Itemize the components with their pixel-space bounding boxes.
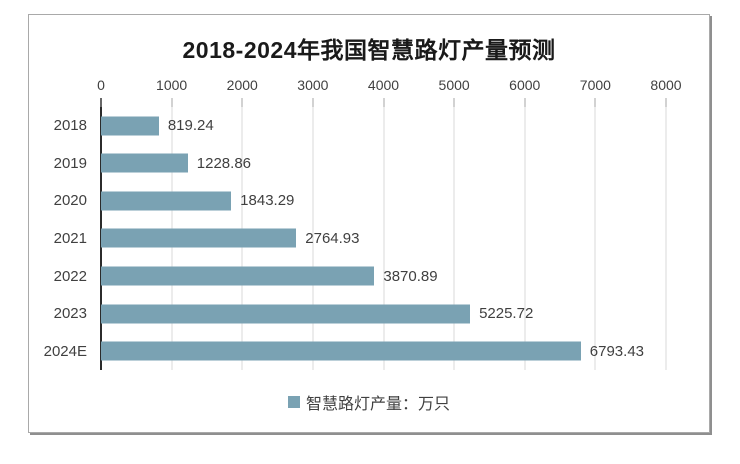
x-tick-mark bbox=[524, 98, 526, 107]
value-label: 3870.89 bbox=[383, 267, 438, 285]
legend: 智慧路灯产量：万只 bbox=[29, 390, 709, 414]
x-tick-label: 2000 bbox=[226, 77, 258, 93]
x-tick-label: 7000 bbox=[579, 77, 611, 93]
x-tick-mark bbox=[312, 98, 314, 107]
category-label: 2024E bbox=[43, 342, 87, 360]
gridline bbox=[524, 107, 526, 370]
value-label: 6793.43 bbox=[589, 342, 645, 360]
x-tick-label: 1000 bbox=[156, 77, 188, 93]
value-label: 5225.72 bbox=[479, 305, 534, 323]
chart-title: 2018-2024年我国智慧路灯产量预测 bbox=[182, 37, 556, 63]
plot-area: 2018 819.24 2019 1228.86 2020 1843.29 2021 2764… bbox=[44, 107, 667, 370]
value-label: 1843.29 bbox=[240, 192, 295, 210]
x-tick-mark bbox=[171, 98, 173, 107]
bar bbox=[101, 116, 159, 136]
x-tick-label: 0 bbox=[97, 77, 105, 93]
x-tick-label: 4000 bbox=[367, 77, 400, 93]
x-tick-mark bbox=[594, 98, 596, 107]
category-label: 2021 bbox=[53, 229, 87, 247]
bar bbox=[101, 304, 471, 324]
gridline bbox=[665, 107, 667, 370]
x-tick-label: 8000 bbox=[650, 77, 682, 93]
x-tick-mark bbox=[665, 98, 667, 107]
bar bbox=[101, 153, 188, 173]
bar-row: 2021 2764.93 bbox=[54, 220, 666, 258]
bar-row: 2020 1843.29 bbox=[54, 182, 666, 220]
category-label: 2020 bbox=[53, 192, 87, 210]
x-tick-mark bbox=[383, 98, 384, 107]
gridline bbox=[594, 107, 596, 370]
x-tick-mark bbox=[241, 98, 243, 107]
gridline bbox=[312, 107, 314, 370]
bar-row: 2018 819.24 bbox=[54, 107, 666, 145]
category-label: 2023 bbox=[53, 305, 87, 323]
gridline bbox=[383, 107, 384, 370]
bar bbox=[101, 191, 232, 211]
value-label: 2764.93 bbox=[305, 229, 360, 247]
bar-row: 2023 5225.72 bbox=[54, 295, 666, 333]
bar bbox=[101, 266, 375, 286]
x-tick-label: 6000 bbox=[509, 77, 541, 93]
x-tick-label: 3000 bbox=[297, 77, 329, 93]
chart-frame: 2018-2024年我国智慧路灯产量预测 2018 819.24 2019 1228.… bbox=[28, 14, 710, 433]
category-label: 2022 bbox=[53, 267, 87, 285]
x-tick-mark bbox=[100, 98, 102, 107]
x-tick-label: 5000 bbox=[438, 77, 470, 93]
bar bbox=[101, 228, 297, 248]
bar-row: 2019 1228.86 bbox=[54, 145, 666, 183]
value-label: 819.24 bbox=[167, 117, 214, 135]
bar-row: 2022 3870.89 bbox=[54, 257, 666, 295]
legend-label: 智慧路灯产量：万只 bbox=[305, 396, 450, 413]
bar bbox=[101, 341, 581, 361]
category-label: 2018 bbox=[53, 117, 87, 135]
category-label: 2019 bbox=[53, 154, 87, 172]
bar-row: 2024E 6793.43 bbox=[44, 332, 666, 370]
value-label: 1228.86 bbox=[196, 154, 252, 172]
x-tick-mark bbox=[453, 98, 455, 107]
legend-swatch-icon bbox=[287, 396, 300, 408]
axis-zone: 2018 819.24 2019 1228.86 2020 1843.29 2021 2764… bbox=[44, 77, 682, 370]
gridline bbox=[453, 107, 455, 370]
